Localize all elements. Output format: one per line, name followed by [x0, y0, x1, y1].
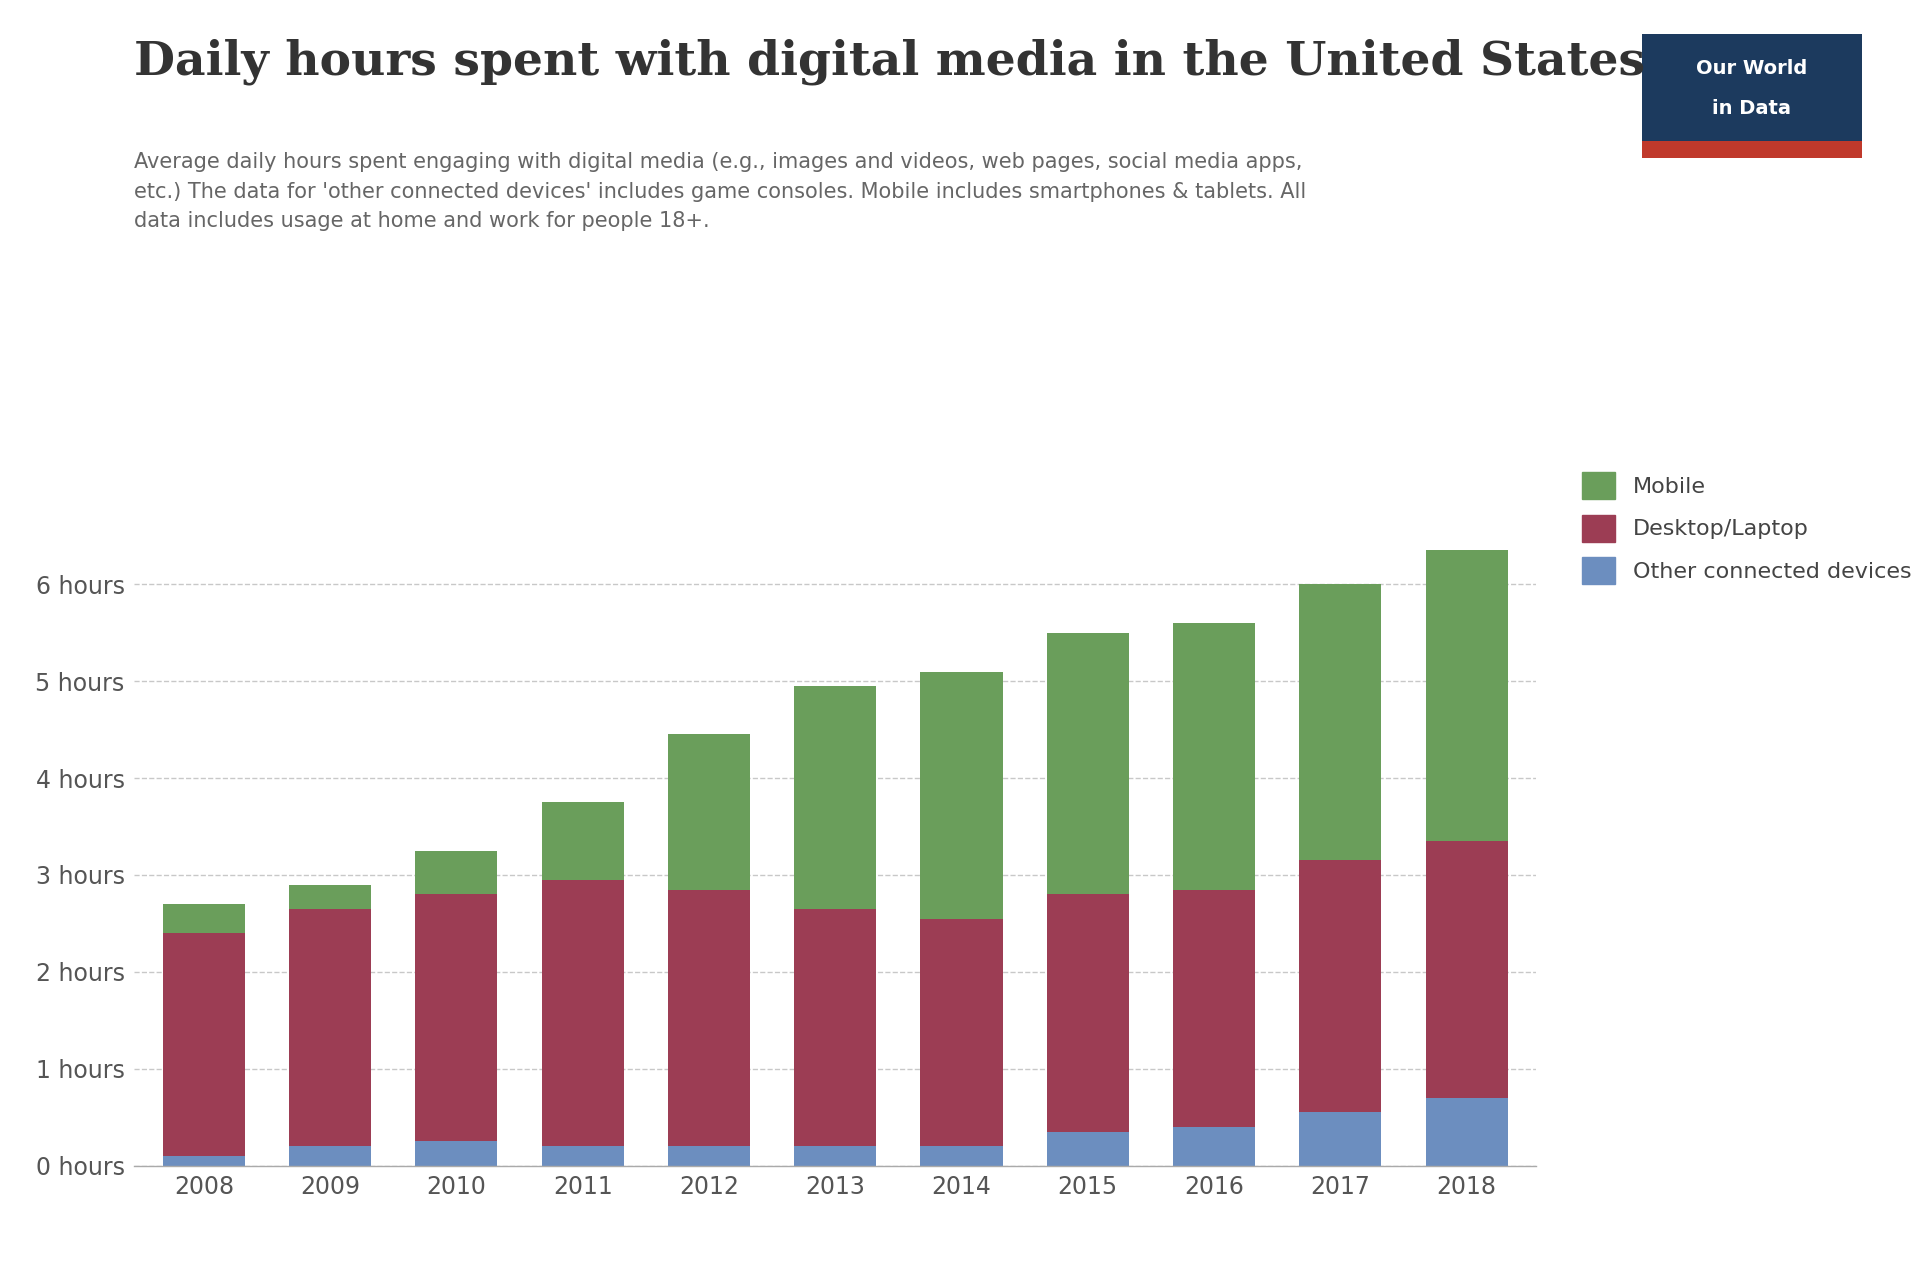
Bar	[541, 879, 624, 1147]
Text: Average daily hours spent engaging with digital media (e.g., images and videos, : Average daily hours spent engaging with …	[134, 152, 1308, 232]
Bar	[541, 1147, 624, 1166]
Bar	[415, 1142, 497, 1166]
Bar	[1425, 841, 1507, 1097]
Bar	[1425, 1097, 1507, 1166]
Bar	[795, 908, 876, 1147]
Bar	[163, 933, 246, 1156]
Bar	[1046, 1131, 1129, 1166]
Bar	[795, 1147, 876, 1166]
Bar	[290, 1147, 371, 1166]
Bar	[920, 1147, 1002, 1166]
Text: Our World: Our World	[1697, 60, 1807, 79]
Bar	[1173, 623, 1256, 889]
Bar	[1173, 1126, 1256, 1166]
Bar	[1300, 1112, 1380, 1166]
Bar	[415, 895, 497, 1142]
Bar	[1425, 550, 1507, 841]
Bar	[290, 884, 371, 908]
Bar	[920, 919, 1002, 1147]
Bar	[1642, 34, 1862, 141]
Bar	[290, 908, 371, 1147]
Bar	[1046, 895, 1129, 1131]
Legend: Mobile, Desktop/Laptop, Other connected devices: Mobile, Desktop/Laptop, Other connected …	[1574, 465, 1918, 590]
Bar	[920, 672, 1002, 919]
Bar	[668, 735, 751, 889]
Text: in Data: in Data	[1713, 99, 1791, 118]
Bar	[1173, 889, 1256, 1126]
Bar	[1642, 141, 1862, 158]
Bar	[163, 905, 246, 933]
Bar	[1300, 584, 1380, 860]
Text: Daily hours spent with digital media in the United States: Daily hours spent with digital media in …	[134, 38, 1645, 85]
Bar	[668, 1147, 751, 1166]
Bar	[1046, 632, 1129, 895]
Bar	[415, 850, 497, 895]
Bar	[1300, 860, 1380, 1112]
Bar	[541, 802, 624, 879]
Bar	[795, 685, 876, 908]
Bar	[163, 1156, 246, 1166]
Bar	[668, 889, 751, 1147]
